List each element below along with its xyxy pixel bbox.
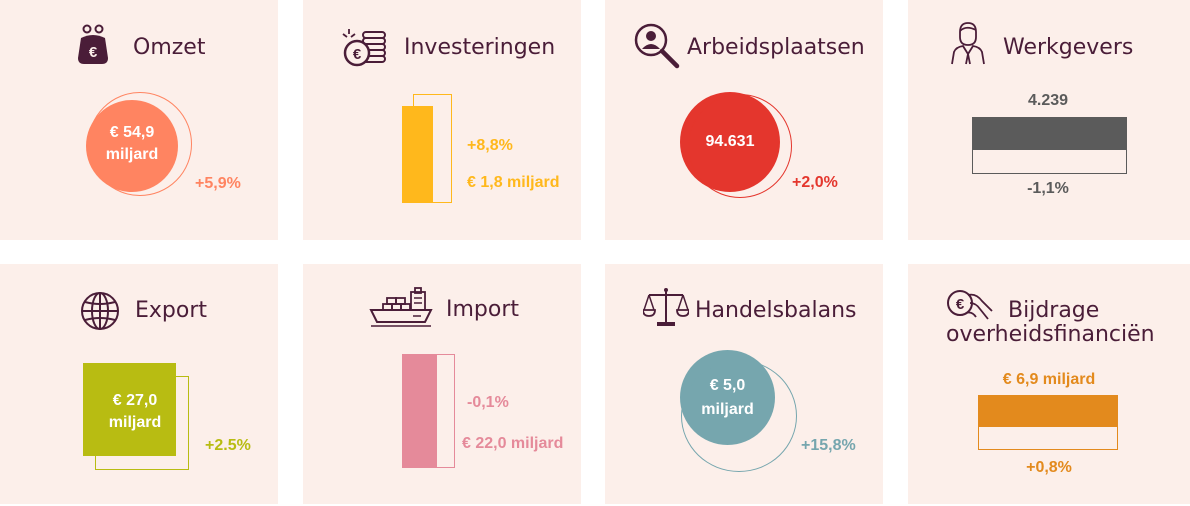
previous-bar bbox=[418, 354, 455, 468]
card-omzet: € Omzet € 54,9 miljard +5,9% bbox=[0, 0, 278, 240]
card-title: Import bbox=[446, 297, 520, 322]
card-export: Export € 27,0 miljard +2.5% bbox=[0, 264, 278, 504]
value-label-line1: € 5,0 bbox=[709, 377, 746, 394]
change-label: +2.5% bbox=[205, 437, 251, 454]
card-werkgevers: Werkgevers 4.239 -1,1% bbox=[908, 0, 1190, 240]
value-label-line2: miljard bbox=[701, 401, 754, 418]
card-title-line1: Bijdrage bbox=[1008, 298, 1100, 323]
change-label: +2,0% bbox=[792, 174, 838, 191]
svg-text:€: € bbox=[89, 44, 98, 61]
svg-text:€: € bbox=[353, 46, 362, 63]
purse-euro-icon: € bbox=[78, 24, 108, 64]
previous-circle bbox=[88, 92, 192, 196]
change-label: +8,8% bbox=[467, 137, 513, 154]
card-title: Handelsbalans bbox=[695, 298, 857, 323]
change-label: -1,1% bbox=[1027, 180, 1069, 197]
previous-circle bbox=[688, 94, 792, 198]
coins-euro-icon: € bbox=[342, 29, 386, 67]
card-title: Arbeidsplaatsen bbox=[687, 35, 865, 60]
value-bar bbox=[972, 117, 1127, 150]
hand-euro-icon: € bbox=[947, 290, 993, 320]
previous-bar bbox=[413, 94, 452, 203]
change-label: +15,8% bbox=[801, 437, 856, 454]
value-label: € 1,8 miljard bbox=[467, 174, 560, 191]
card-title: Investeringen bbox=[404, 35, 556, 60]
svg-text:€: € bbox=[956, 296, 965, 313]
value-label-line2: miljard bbox=[105, 146, 159, 163]
card-title: Omzet bbox=[133, 35, 206, 60]
card-title: Werkgevers bbox=[1003, 35, 1134, 60]
change-label: +5,9% bbox=[195, 175, 241, 192]
previous-bar bbox=[978, 416, 1118, 450]
change-label: +0,8% bbox=[1026, 459, 1072, 476]
scales-icon bbox=[643, 288, 689, 326]
value-square bbox=[83, 363, 176, 456]
previous-circle bbox=[681, 360, 797, 472]
value-label-line1: € 27,0 bbox=[112, 392, 158, 409]
value-label: 4.239 bbox=[1027, 92, 1069, 109]
value-label: € 6,9 miljard bbox=[1002, 371, 1096, 388]
previous-bar bbox=[972, 139, 1127, 174]
card-title-line2: overheidsfinanciën bbox=[946, 322, 1155, 347]
change-label: -0,1% bbox=[467, 394, 509, 411]
magnifier-person-icon bbox=[634, 23, 680, 69]
value-label: € 22,0 miljard bbox=[462, 435, 564, 452]
value-label-line1: € 54,9 bbox=[109, 124, 155, 141]
cargo-ship-icon bbox=[369, 287, 433, 327]
card-arbeidsplaatsen: Arbeidsplaatsen 94.631 +2,0% bbox=[605, 0, 883, 240]
card-handelsbalans: Handelsbalans € 5,0 miljard +15,8% bbox=[605, 264, 883, 504]
value-bar bbox=[978, 395, 1118, 427]
card-bijdrage-overheidsfinancien: € Bijdrage overheidsfinanciën € 6,9 milj… bbox=[908, 264, 1190, 504]
globe-icon bbox=[81, 292, 119, 330]
value-label: 94.631 bbox=[705, 133, 755, 150]
value-bar bbox=[402, 106, 433, 203]
previous-square bbox=[95, 376, 189, 470]
card-title: Export bbox=[135, 298, 208, 323]
value-label-line2: miljard bbox=[108, 414, 162, 431]
employer-person-icon bbox=[951, 22, 985, 65]
card-investeringen: € Investeringen +8,8% € 1,8 miljard bbox=[303, 0, 581, 240]
value-bar bbox=[402, 354, 437, 468]
card-import: Import -0,1% € 22,0 miljard bbox=[303, 264, 581, 504]
